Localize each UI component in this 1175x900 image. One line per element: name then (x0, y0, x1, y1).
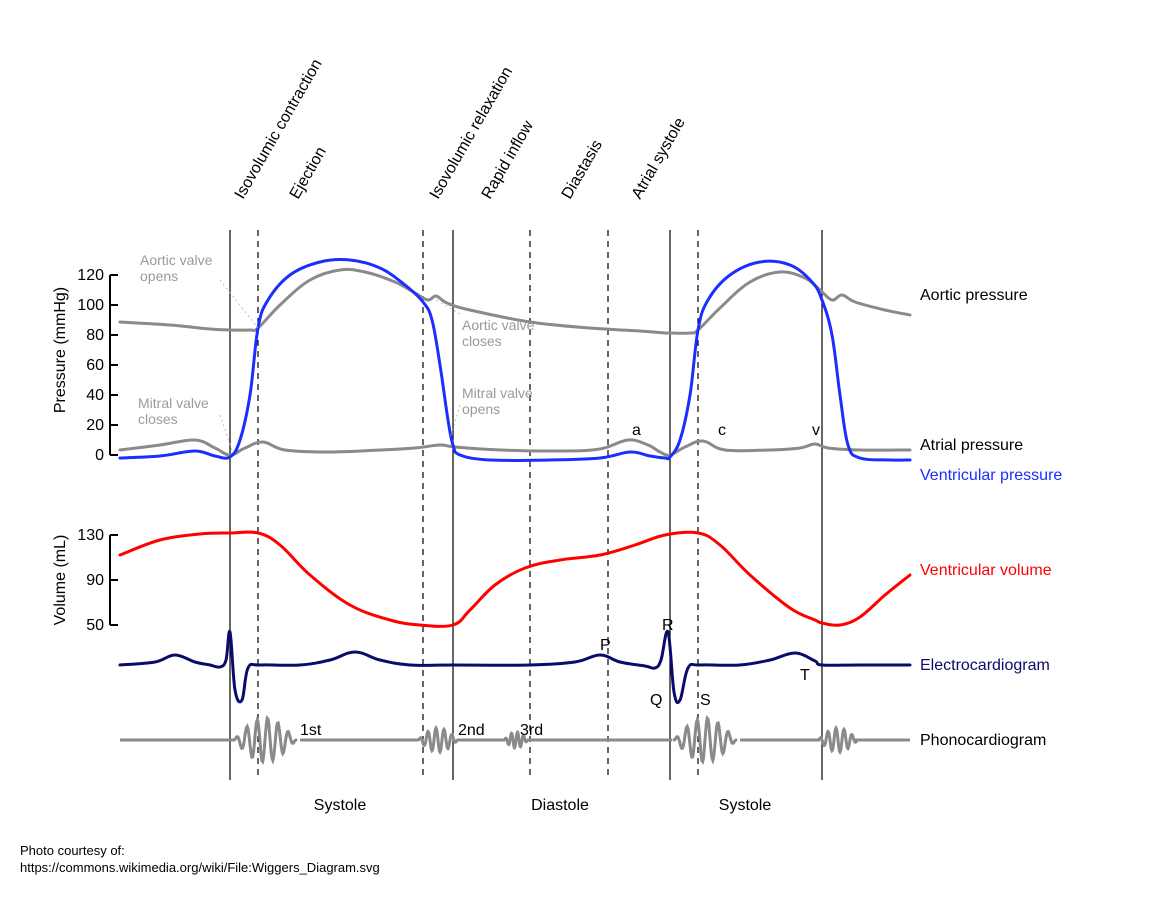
pressure-tick-label: 40 (86, 387, 104, 404)
annotation-label: opens (462, 401, 500, 417)
volume-tick-label: 130 (77, 527, 104, 544)
bottom-phase-label: Diastole (531, 797, 589, 814)
pressure-tick-label: 0 (95, 447, 104, 464)
trace-label: Ventricular pressure (920, 467, 1062, 484)
annotation-label: closes (138, 411, 178, 427)
wave-label: v (812, 422, 820, 439)
pressure-tick-label: 120 (77, 267, 104, 284)
pressure-tick-label: 100 (77, 297, 104, 314)
wave-label: c (718, 422, 726, 439)
volume-axis-label: Volume (mL) (52, 535, 69, 626)
trace-label: Aortic pressure (920, 287, 1028, 304)
wave-label: Q (650, 692, 662, 709)
volume-tick-label: 90 (86, 572, 104, 589)
annotation-label: opens (140, 268, 178, 284)
credit-line: https://commons.wikimedia.org/wiki/File:… (20, 860, 380, 875)
annotation-label: Mitral valve (138, 395, 209, 411)
wave-label: T (800, 667, 810, 684)
pressure-axis-label: Pressure (mmHg) (52, 287, 69, 413)
trace-label: Electrocardiogram (920, 657, 1050, 674)
wave-label: P (600, 637, 611, 654)
bottom-phase-label: Systole (719, 797, 772, 814)
annotation-label: closes (462, 333, 502, 349)
annotation-label: Mitral valve (462, 385, 533, 401)
wave-label: R (662, 617, 674, 634)
pressure-tick-label: 60 (86, 357, 104, 374)
trace-label: Phonocardiogram (920, 732, 1046, 749)
volume-tick-label: 50 (86, 617, 104, 634)
bottom-phase-label: Systole (314, 797, 367, 814)
annotation-label: Aortic valve (140, 252, 213, 268)
wave-label: S (700, 692, 711, 709)
wave-label: 1st (300, 722, 322, 739)
pressure-tick-label: 20 (86, 417, 104, 434)
trace-label: Atrial pressure (920, 437, 1023, 454)
trace-label: Ventricular volume (920, 562, 1052, 579)
credit-line: Photo courtesy of: (20, 843, 125, 858)
wave-label: 3rd (520, 722, 543, 739)
annotation-label: Aortic valve (462, 317, 535, 333)
pressure-tick-label: 80 (86, 327, 104, 344)
wave-label: a (632, 422, 641, 439)
wave-label: 2nd (458, 722, 485, 739)
